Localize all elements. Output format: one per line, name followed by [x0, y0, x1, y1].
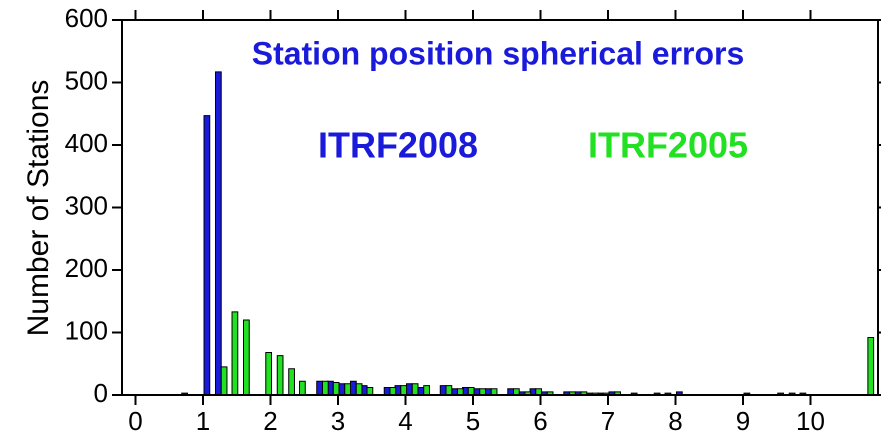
x-tick-label: 8	[668, 406, 682, 436]
bar	[316, 380, 323, 396]
bar	[203, 115, 211, 396]
bar	[231, 311, 239, 396]
bar	[344, 383, 351, 396]
legend-label: ITRF2008	[318, 125, 478, 166]
bar	[355, 383, 363, 396]
x-tick-label: 3	[331, 406, 345, 436]
chart-title: Station position spherical errors	[252, 35, 745, 71]
bar	[366, 387, 374, 396]
y-tick-label: 600	[65, 3, 108, 33]
bar	[243, 319, 250, 396]
y-tick-label: 0	[94, 378, 108, 408]
legend-label: ITRF2005	[588, 125, 748, 166]
bar	[276, 355, 284, 396]
y-tick-label: 500	[65, 65, 108, 95]
bar	[349, 380, 357, 396]
x-tick-label: 10	[796, 406, 825, 436]
bar	[214, 71, 222, 396]
y-tick-label: 300	[65, 190, 108, 220]
bar	[867, 337, 875, 396]
y-tick-label: 100	[65, 315, 108, 345]
bar	[383, 387, 391, 396]
bar	[321, 380, 329, 396]
x-tick-label: 0	[128, 406, 142, 436]
x-tick-label: 2	[263, 406, 277, 436]
bar	[332, 382, 340, 396]
x-tick-label: 4	[398, 406, 412, 436]
x-tick-label: 6	[533, 406, 547, 436]
bar	[406, 383, 413, 396]
bar	[445, 385, 453, 396]
bar	[265, 352, 273, 396]
bar	[288, 368, 295, 396]
x-tick-label: 9	[736, 406, 750, 436]
bar	[467, 387, 475, 396]
bar	[220, 366, 228, 396]
y-axis-label: Number of Stations	[22, 80, 55, 337]
bar	[389, 387, 397, 396]
bar	[423, 385, 430, 396]
y-tick-label: 400	[65, 128, 108, 158]
bar	[417, 387, 425, 396]
bar	[411, 383, 419, 396]
x-tick-label: 5	[466, 406, 480, 436]
x-tick-label: 1	[196, 406, 210, 436]
bar	[299, 380, 306, 396]
bar	[400, 385, 408, 396]
bar	[338, 383, 346, 396]
bar	[439, 385, 447, 396]
x-tick-label: 7	[601, 406, 615, 436]
y-tick-label: 200	[65, 253, 108, 283]
